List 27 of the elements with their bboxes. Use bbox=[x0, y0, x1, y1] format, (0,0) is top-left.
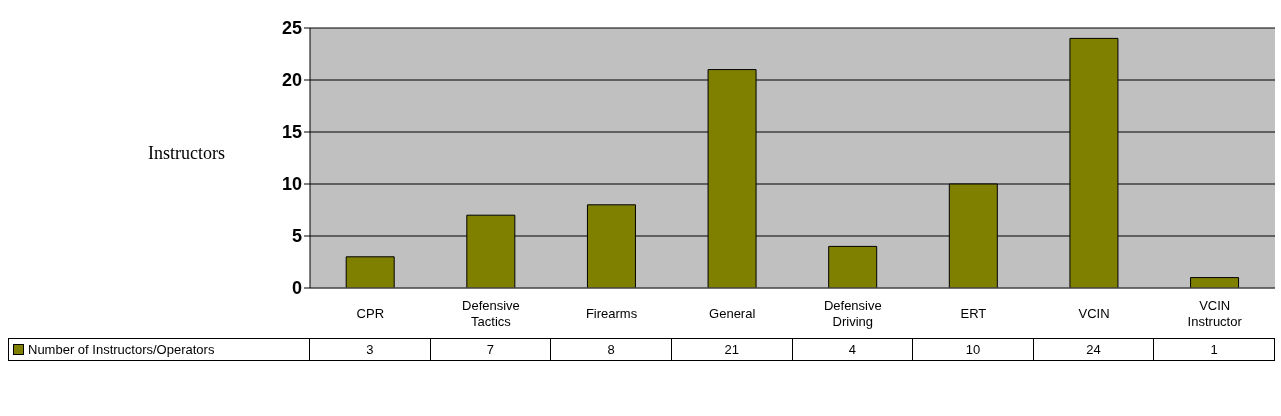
x-tick-label: ERT bbox=[960, 306, 987, 321]
bar bbox=[828, 245, 878, 288]
data-label: 8 bbox=[551, 338, 672, 361]
data-label: 1 bbox=[1154, 338, 1275, 361]
bar bbox=[345, 256, 395, 288]
y-tick-label: 5 bbox=[291, 226, 302, 247]
y-tick-label: 10 bbox=[281, 174, 302, 195]
x-tick-label: VCIN Instructor bbox=[1187, 298, 1243, 329]
data-label: 24 bbox=[1033, 338, 1155, 361]
x-tick-label: Firearms bbox=[585, 306, 638, 321]
y-tick-label: 0 bbox=[291, 278, 302, 299]
bar bbox=[1190, 277, 1240, 288]
data-label: 7 bbox=[430, 338, 552, 361]
x-tick-label: Defensive Driving bbox=[823, 298, 882, 329]
y-tick-label: 25 bbox=[281, 18, 302, 39]
data-label: 4 bbox=[792, 338, 914, 361]
x-tick-label: Defensive Tactics bbox=[462, 298, 520, 329]
legend-label: Number of Instructors/Operators bbox=[28, 342, 215, 357]
data-label: 21 bbox=[671, 338, 793, 361]
y-axis-title: Instructors bbox=[148, 143, 225, 164]
x-tick-label: General bbox=[709, 306, 756, 321]
x-tick-label: VCIN bbox=[1078, 306, 1110, 321]
y-tick-label: 15 bbox=[281, 122, 302, 143]
x-tick-label: CPR bbox=[356, 306, 385, 321]
data-label: 3 bbox=[310, 338, 431, 361]
y-tick-label: 20 bbox=[281, 70, 302, 91]
data-label: 10 bbox=[913, 338, 1034, 361]
